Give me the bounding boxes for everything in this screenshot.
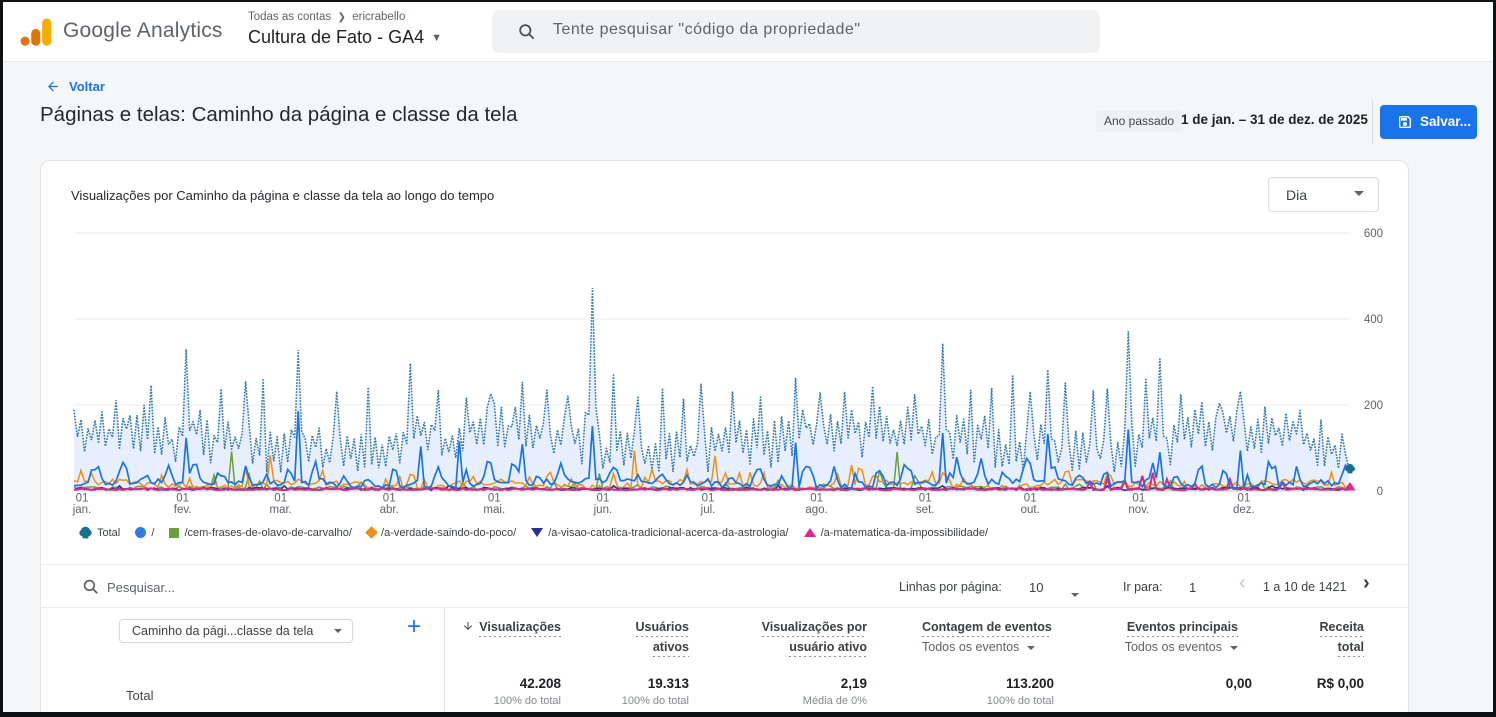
svg-text:01: 01 <box>1238 493 1251 505</box>
svg-text:ago.: ago. <box>805 504 827 516</box>
svg-text:01: 01 <box>488 493 501 505</box>
svg-text:set.: set. <box>916 504 935 516</box>
svg-text:01: 01 <box>919 493 932 505</box>
svg-text:200: 200 <box>1364 400 1383 412</box>
svg-text:01: 01 <box>383 493 396 505</box>
svg-text:out.: out. <box>1021 504 1040 516</box>
svg-text:01: 01 <box>810 493 823 505</box>
svg-text:01: 01 <box>1132 493 1145 505</box>
svg-text:600: 600 <box>1364 228 1383 240</box>
svg-text:fev.: fev. <box>174 504 192 516</box>
svg-text:01: 01 <box>702 493 715 505</box>
svg-text:mar.: mar. <box>270 504 292 516</box>
svg-text:jul.: jul. <box>700 504 716 516</box>
svg-text:jun.: jun. <box>593 504 613 516</box>
svg-text:nov.: nov. <box>1128 504 1149 516</box>
svg-text:jan.: jan. <box>72 504 92 516</box>
svg-text:01: 01 <box>274 493 287 505</box>
svg-text:01: 01 <box>176 493 189 505</box>
svg-text:400: 400 <box>1364 314 1383 326</box>
svg-text:dez.: dez. <box>1233 504 1255 516</box>
svg-text:mai.: mai. <box>483 504 505 516</box>
svg-text:01: 01 <box>597 493 610 505</box>
svg-text:0: 0 <box>1377 486 1383 498</box>
svg-text:abr.: abr. <box>380 504 399 516</box>
svg-text:01: 01 <box>1024 493 1037 505</box>
svg-text:01: 01 <box>76 493 89 505</box>
